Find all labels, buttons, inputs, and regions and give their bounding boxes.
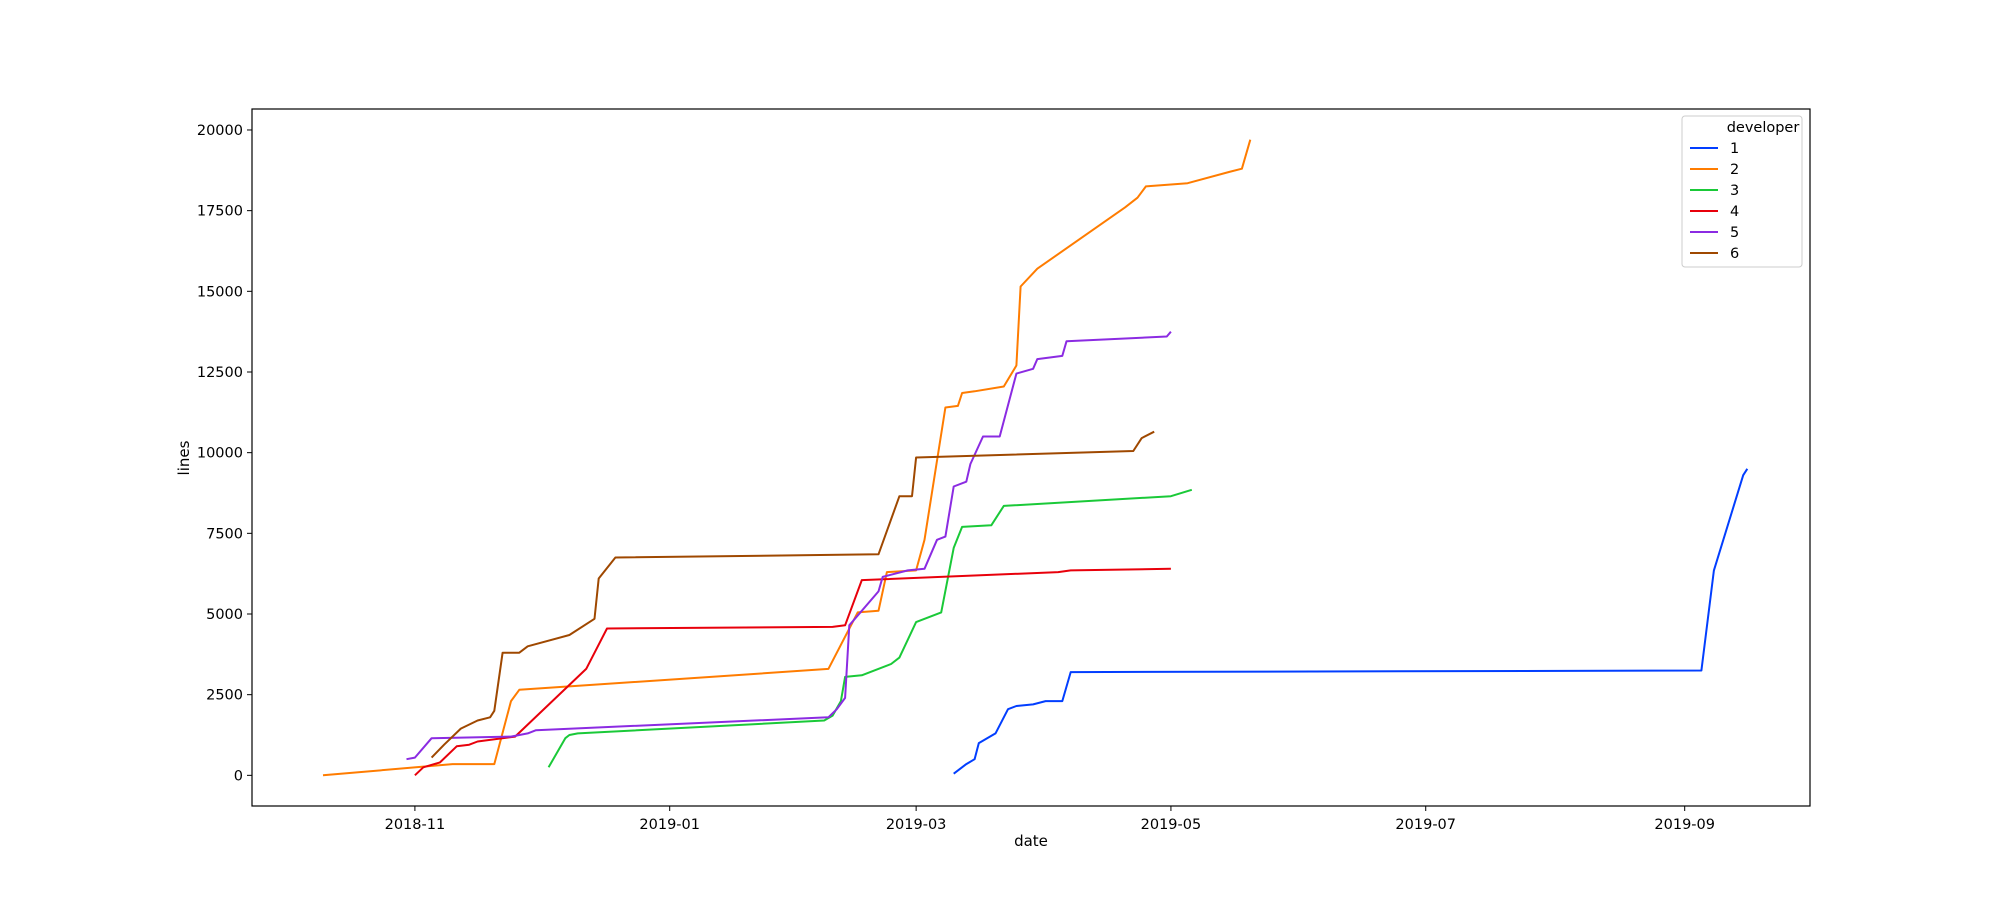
y-tick-label: 12500	[197, 365, 243, 381]
x-tick-label: 2019-05	[1141, 817, 1202, 833]
series-line-2	[322, 139, 1252, 777]
x-tick-label: 2019-07	[1395, 817, 1456, 833]
legend-box	[1681, 115, 1803, 268]
y-axis-title: lines	[175, 440, 193, 475]
y-tick-label: 7500	[206, 526, 243, 542]
y-tick-label: 17500	[197, 204, 243, 220]
series-line-6	[430, 430, 1155, 759]
x-axis-ticks: 2018-11 2019-01 2019-03 2019-05 2019-07 2019-…	[385, 806, 1715, 833]
series-line-3	[547, 488, 1193, 768]
x-tick-label: 2019-01	[639, 817, 700, 833]
legend-label-1: 1	[1730, 141, 1739, 157]
y-axis-ticks: 0 2500 5000 7500 10000 12500 15000 17500 20000	[197, 123, 252, 784]
plot-area-frame	[251, 108, 1811, 807]
legend-label-2: 2	[1730, 162, 1739, 178]
series-lines	[322, 139, 1749, 777]
y-tick-label: 20000	[197, 123, 243, 139]
y-tick-label: 10000	[197, 446, 243, 462]
series-line-1	[953, 468, 1749, 775]
x-axis-title: date	[1014, 832, 1048, 850]
legend-title: developer	[1727, 120, 1800, 136]
legend-label-6: 6	[1730, 246, 1739, 262]
y-tick-label: 0	[234, 768, 243, 784]
series-line-4	[414, 567, 1171, 777]
legend-label-4: 4	[1730, 204, 1739, 220]
legend: developer 1 2 3 4 5 6	[1681, 115, 1803, 268]
y-tick-label: 5000	[206, 607, 243, 623]
legend-label-5: 5	[1730, 225, 1739, 241]
x-tick-label: 2019-09	[1654, 817, 1715, 833]
legend-label-3: 3	[1730, 183, 1739, 199]
x-tick-label: 2019-03	[886, 817, 947, 833]
x-tick-label: 2018-11	[385, 817, 446, 833]
y-tick-label: 15000	[197, 284, 243, 300]
series-line-5	[406, 331, 1172, 761]
y-tick-label: 2500	[206, 688, 243, 704]
